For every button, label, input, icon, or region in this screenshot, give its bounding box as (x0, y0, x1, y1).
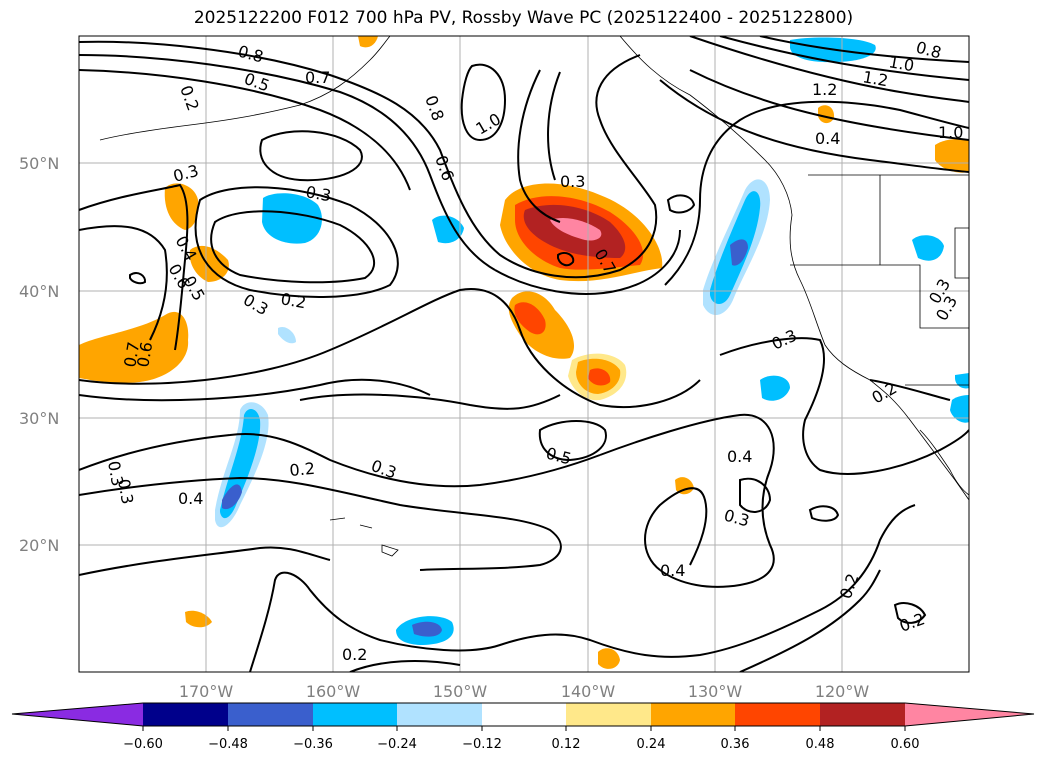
colorbar-tick-label: 0.36 (721, 737, 750, 752)
colorbar-segment (566, 703, 651, 726)
lon-label: 160°W (306, 682, 361, 701)
contour-label: 1.2 (812, 80, 837, 99)
colorbar-tick-label: −0.12 (462, 737, 502, 752)
contour-label: 0.4 (815, 129, 840, 148)
lat-label: 40°N (19, 282, 59, 301)
contour-label: 0.6 (133, 340, 156, 368)
colorbar-tick-label: 0.48 (806, 737, 835, 752)
contour-label: 0.4 (660, 561, 685, 580)
lon-label: 130°W (688, 682, 743, 701)
colorbar-tick-label: −0.24 (377, 737, 417, 752)
colorbar-tick-label: 0.12 (552, 737, 581, 752)
contour-label: 0.3 (304, 182, 332, 205)
contour-label: 0.3 (560, 172, 585, 191)
contour-label: 0.7 (120, 340, 143, 368)
colorbar-segment (397, 703, 482, 726)
colorbar-extend-min (12, 703, 143, 726)
lon-label: 150°W (433, 682, 488, 701)
colorbar-segment (313, 703, 397, 726)
colorbar-segment (651, 703, 735, 726)
contour-label: 1.2 (861, 67, 889, 90)
colorbar-tick-label: −0.36 (293, 737, 333, 752)
map-gridlines (79, 36, 969, 672)
contour-label: 0.2 (279, 289, 307, 312)
lat-label: 20°N (19, 536, 59, 555)
colorbar-tick-label: 0.60 (891, 737, 920, 752)
colorbar-segment (820, 703, 905, 726)
lat-label: 50°N (19, 154, 59, 173)
colorbar-segment (143, 703, 228, 726)
contour-label: 0.2 (289, 459, 316, 480)
colorbar-tick-label: 0.24 (637, 737, 666, 752)
colorbar-segment (228, 703, 313, 726)
pv-contours (79, 36, 969, 672)
colorbar-tick-label: −0.48 (208, 737, 248, 752)
contour-label: 0.3 (104, 459, 127, 487)
contour-label: 0.4 (727, 447, 752, 466)
map-frame (78, 35, 970, 673)
lon-label: 120°W (815, 682, 870, 701)
colorbar-tick-label: −0.60 (123, 737, 163, 752)
map-title: 2025122200 F012 700 hPa PV, Rossby Wave … (193, 8, 854, 28)
contour-label: 1.0 (887, 52, 915, 75)
lon-label: 170°W (179, 682, 234, 701)
colorbar-segment (482, 703, 566, 726)
contour-label: 0.7 (305, 68, 330, 87)
contour-label: 0.2 (342, 645, 367, 664)
longitude-labels: 170°W 160°W 150°W 140°W 130°W 120°W (179, 682, 870, 701)
lon-label: 140°W (561, 682, 616, 701)
latitude-labels: 50°N 40°N 30°N 20°N (19, 154, 59, 555)
contour-label: 0.3 (114, 477, 137, 505)
colorbar-segment (735, 703, 820, 726)
contour-label: 0.4 (178, 489, 203, 508)
colorbar-extend-max (905, 703, 1034, 726)
colorbar: −0.60 −0.48 −0.36 −0.24 −0.12 0.12 0.24 … (11, 702, 1035, 752)
lat-label: 30°N (19, 409, 59, 428)
coastlines (99, 36, 969, 557)
contour-label: 1.0 (938, 123, 963, 142)
pv-anomaly-fills (79, 36, 969, 669)
